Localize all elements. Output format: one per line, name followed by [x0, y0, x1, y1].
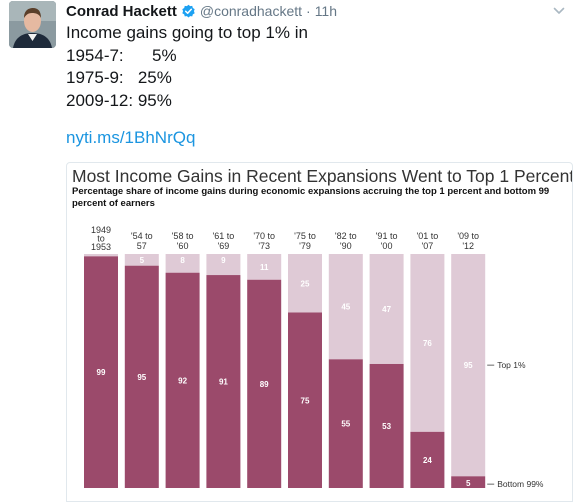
data-label-top1: 95 — [464, 361, 473, 370]
data-label-top1: 5 — [140, 256, 145, 265]
bar-top1-segment — [165, 254, 200, 273]
bar-bottom99-segment — [410, 431, 445, 488]
bar-top1-segment — [84, 254, 118, 257]
avatar-photo — [9, 1, 56, 48]
data-label-top1: 9 — [221, 256, 226, 265]
bar-top1-segment — [410, 254, 445, 432]
chart-card[interactable]: Most Income Gains in Recent Expansions W… — [66, 162, 573, 502]
data-label-bottom99: 24 — [423, 456, 432, 465]
x-tick-label: '00 — [381, 241, 393, 251]
data-label-bottom99: 92 — [178, 376, 187, 385]
bar-top1-segment — [328, 254, 363, 360]
bar-top1-segment — [288, 254, 322, 313]
data-label-top1: 8 — [180, 256, 185, 265]
data-label-bottom99: 5 — [466, 479, 471, 488]
data-label-bottom99: 95 — [137, 373, 146, 382]
bar-bottom99-segment — [84, 256, 118, 488]
x-tick-label: '75 to — [294, 231, 316, 241]
bar-bottom99-segment — [451, 476, 486, 488]
x-tick-label: 1949 — [91, 225, 111, 235]
bar-bottom99-segment — [247, 279, 282, 488]
data-label-top1: 76 — [423, 339, 432, 348]
display-name[interactable]: Conrad Hackett — [66, 2, 177, 20]
x-tick-label: '61 to — [213, 231, 235, 241]
bar-top1-segment — [369, 254, 404, 364]
chevron-down-icon[interactable] — [552, 4, 566, 18]
x-tick-label: '90 — [340, 241, 352, 251]
tweet-text-line: 1975-9: 25% — [66, 68, 172, 87]
data-label-top1: 11 — [260, 263, 269, 272]
x-tick-label: '58 to — [172, 231, 194, 241]
tweet-timestamp[interactable]: 11h — [314, 3, 338, 19]
bar-bottom99-segment — [206, 275, 241, 488]
avatar[interactable] — [9, 1, 56, 48]
chart-subtitle: Percentage share of income gains during … — [72, 186, 550, 209]
x-tick-label: '60 — [177, 241, 189, 251]
data-label-bottom99: 99 — [97, 368, 106, 377]
bar-top1-segment — [124, 254, 159, 266]
data-label-bottom99: 89 — [260, 380, 269, 389]
x-tick-label: 1953 — [91, 242, 111, 252]
data-label-top1: 25 — [301, 279, 310, 288]
tweet-link[interactable]: nyti.ms/1BhNrQq — [66, 128, 196, 147]
x-tick-label: 57 — [137, 241, 147, 251]
x-tick-label: to — [97, 234, 105, 244]
bar-top1-segment — [206, 254, 241, 276]
bar-bottom99-segment — [369, 363, 404, 488]
tweet-text-line: 1954-7: 5% — [66, 45, 177, 65]
verified-badge-icon — [181, 4, 196, 19]
data-label-bottom99: 91 — [219, 378, 228, 387]
x-tick-label: '73 — [258, 241, 270, 251]
x-tick-label: '91 to — [376, 231, 398, 241]
x-tick-label: '01 to — [417, 231, 439, 241]
data-label-bottom99: 75 — [301, 396, 310, 405]
legend-top1: Top 1% — [497, 360, 526, 370]
tweet-header: Conrad Hackett @conradhackett · 11h — [66, 1, 337, 21]
bar-top1-segment — [451, 254, 486, 477]
data-label-top1: 47 — [382, 305, 391, 314]
data-label-top1: 45 — [341, 303, 350, 312]
bar-bottom99-segment — [124, 265, 159, 488]
x-tick-label: '07 — [422, 241, 434, 251]
x-tick-label: '09 to — [457, 231, 479, 241]
tweet-text-line: Income gains going to top 1% in — [66, 23, 308, 42]
tweet-text: Income gains going to top 1% in 1954-7: … — [66, 22, 308, 112]
bar-bottom99-segment — [328, 359, 363, 488]
x-tick-label: '70 to — [253, 231, 275, 241]
bar-top1-segment — [247, 254, 282, 280]
bar-bottom99-segment — [165, 272, 200, 488]
legend-bottom99: Bottom 99% — [497, 479, 544, 489]
x-tick-label: '54 to — [131, 231, 153, 241]
bar-bottom99-segment — [288, 312, 322, 488]
tweet-text-line: 2009-12: 95% — [66, 90, 172, 110]
x-tick-label: '79 — [299, 241, 311, 251]
header-separator: · — [306, 3, 311, 19]
user-handle[interactable]: @conradhackett — [199, 3, 303, 19]
x-tick-label: '82 to — [335, 231, 357, 241]
chart-title: Most Income Gains in Recent Expansions W… — [72, 166, 573, 186]
x-tick-label: '69 — [218, 241, 230, 251]
data-label-bottom99: 53 — [382, 422, 391, 431]
x-tick-label: '12 — [462, 241, 474, 251]
data-label-bottom99: 55 — [341, 420, 350, 429]
